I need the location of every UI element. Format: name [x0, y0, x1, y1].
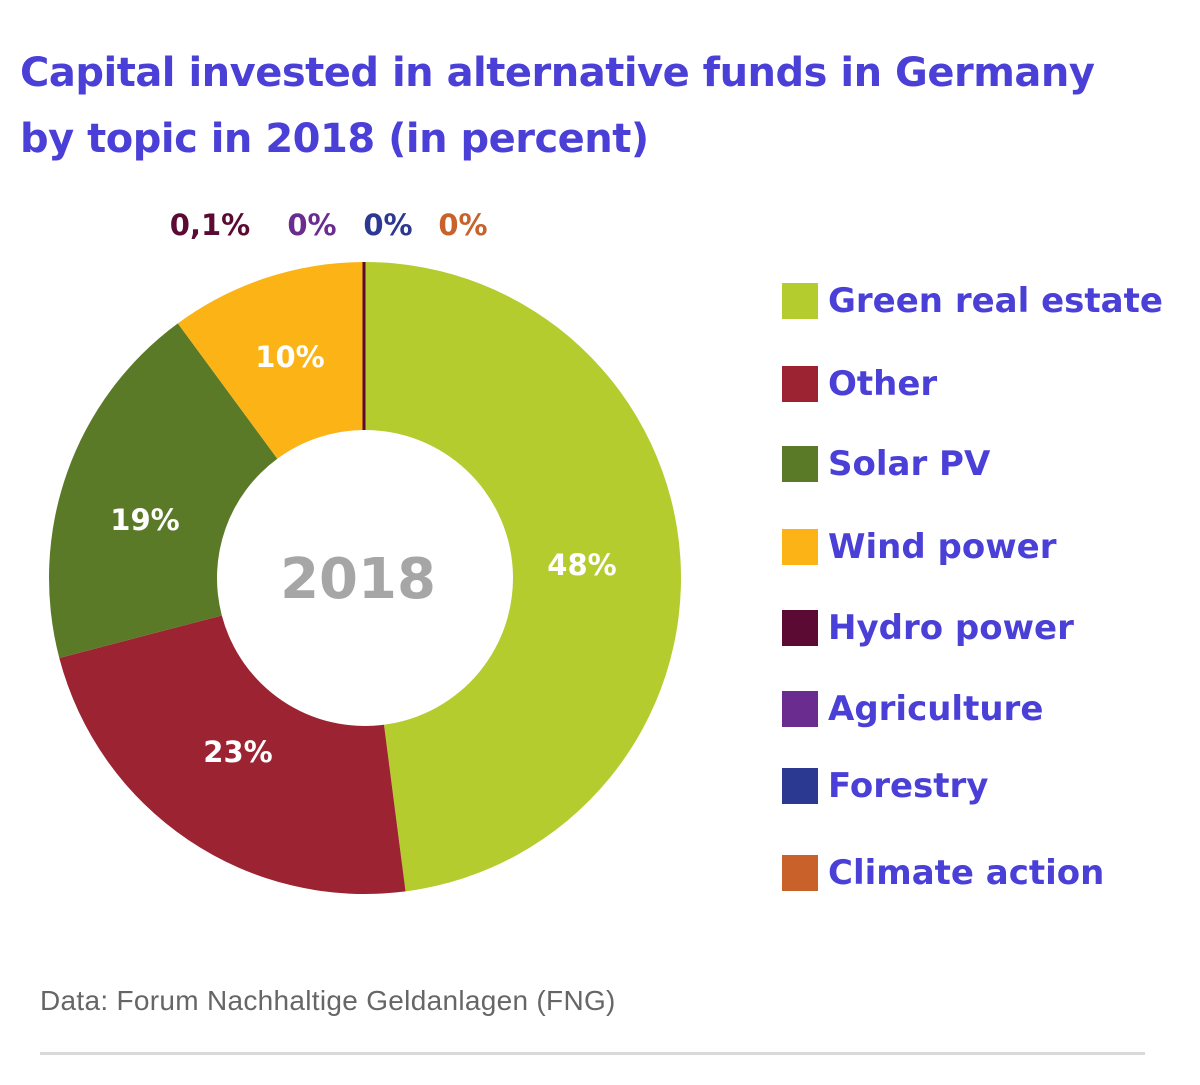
legend-label-wind-power: Wind power — [828, 527, 1057, 567]
slice-other — [59, 615, 406, 894]
legend-item-wind-power: Wind power — [782, 527, 1057, 567]
legend-label-climate-action: Climate action — [828, 853, 1104, 893]
legend-item-climate-action: Climate action — [782, 853, 1104, 893]
slice-labels: 48% 23% 19% 10% — [110, 340, 616, 769]
value-label-hydro-power: 0,1% — [170, 208, 250, 242]
chart-legend: Green real estate Other Solar PV Wind power… — [782, 281, 1163, 893]
donut-chart: 48% 23% 19% 10% 0,1% 0% 0% 0% 2018 Green real … — [48, 208, 1163, 894]
legend-item-hydro-power: Hydro power — [782, 608, 1074, 648]
legend-label-green-real-estate: Green real estate — [828, 281, 1163, 321]
legend-item-forestry: Forestry — [782, 766, 988, 806]
legend-swatch-hydro-power — [782, 610, 818, 646]
legend-label-hydro-power: Hydro power — [828, 608, 1074, 648]
value-label-solar-pv: 19% — [110, 503, 179, 537]
legend-label-other: Other — [828, 364, 937, 404]
legend-swatch-agriculture — [782, 691, 818, 727]
data-source-note: Data: Forum Nachhaltige Geldanlagen (FNG… — [40, 985, 616, 1016]
value-label-forestry: 0% — [363, 208, 412, 242]
slice-solar-pv — [48, 323, 278, 658]
legend-label-agriculture: Agriculture — [828, 689, 1043, 729]
chart-title-line-2: by topic in 2018 (in percent) — [20, 116, 649, 162]
donut-slices — [48, 262, 682, 894]
legend-label-solar-pv: Solar PV — [828, 444, 991, 484]
chart-title-line-1: Capital invested in alternative funds in… — [20, 50, 1095, 96]
value-label-other: 23% — [203, 735, 272, 769]
legend-label-forestry: Forestry — [828, 766, 988, 806]
legend-item-green-real-estate: Green real estate — [782, 281, 1163, 321]
legend-swatch-green-real-estate — [782, 283, 818, 319]
donut-center-label: 2018 — [280, 547, 436, 612]
value-label-climate-action: 0% — [438, 208, 487, 242]
legend-item-other: Other — [782, 364, 937, 404]
legend-swatch-solar-pv — [782, 446, 818, 482]
chart-title: Capital invested in alternative funds in… — [20, 40, 1190, 172]
value-label-agriculture: 0% — [287, 208, 336, 242]
slice-green-real-estate — [365, 262, 682, 892]
value-label-green-real-estate: 48% — [547, 548, 616, 582]
legend-swatch-wind-power — [782, 529, 818, 565]
legend-item-solar-pv: Solar PV — [782, 444, 991, 484]
legend-swatch-forestry — [782, 768, 818, 804]
footer-divider — [40, 1052, 1145, 1055]
legend-swatch-climate-action — [782, 855, 818, 891]
value-label-wind-power: 10% — [255, 340, 324, 374]
slice-wind-power — [177, 262, 365, 459]
legend-item-agriculture: Agriculture — [782, 689, 1043, 729]
legend-swatch-other — [782, 366, 818, 402]
small-value-labels: 0,1% 0% 0% 0% — [170, 208, 488, 242]
